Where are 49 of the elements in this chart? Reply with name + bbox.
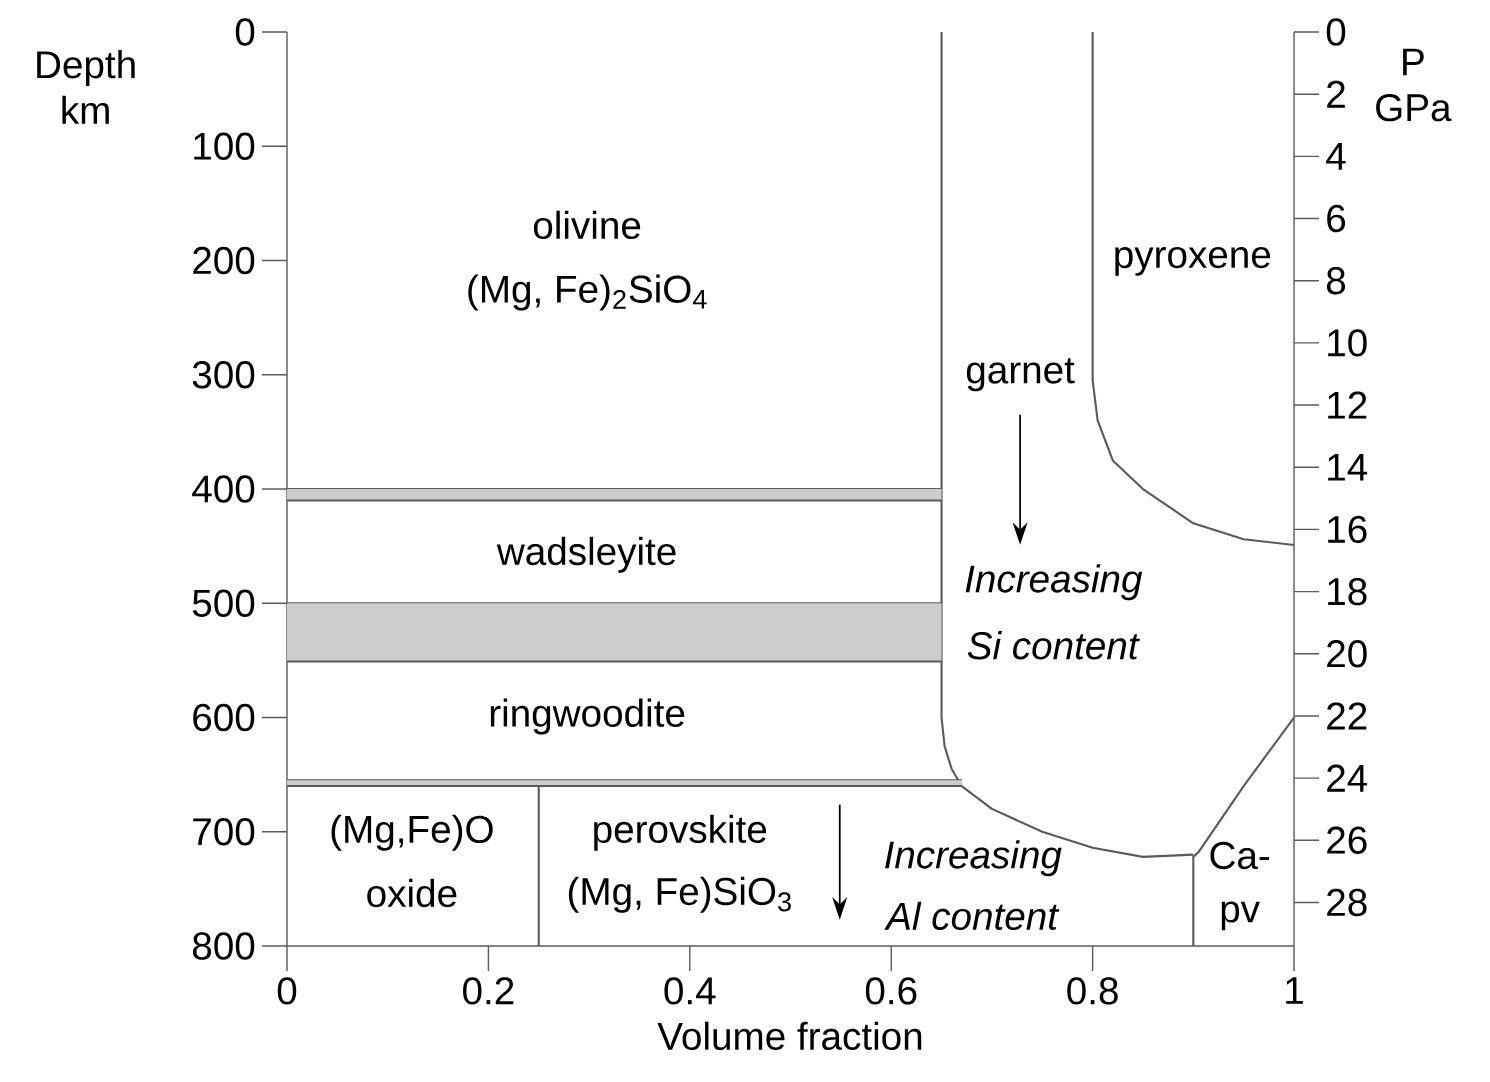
y2-tick-label: 24	[1327, 764, 1368, 792]
y2-tick-label: 8	[1326, 267, 1346, 295]
annotation: Al content	[884, 901, 1060, 931]
x-tick-label: 0	[277, 977, 297, 1005]
x-tick-label: 1	[1286, 977, 1303, 1004]
annotation: Si content	[967, 631, 1140, 660]
y2-tick-label: 18	[1328, 577, 1367, 606]
annotation: olivine	[533, 210, 641, 240]
y-tick-label: 500	[192, 589, 255, 617]
y-tick-label: 700	[193, 818, 255, 846]
y-axis-title: Depth km	[37, 49, 135, 124]
x-tick-label: 0.6	[865, 977, 917, 1005]
annotation: (Mg, Fe)$_{2}$SiO$_{4}$	[468, 274, 707, 311]
y2-axis-title: P GPa	[1376, 48, 1452, 122]
y2-tick-label: 10	[1328, 329, 1367, 357]
y-tick-label: 200	[193, 246, 255, 275]
y2-tick-label: 22	[1327, 702, 1367, 730]
y2-tick-label: 4	[1326, 143, 1346, 170]
y-tick-label: 800	[192, 932, 255, 960]
y-tick-label: 400	[192, 475, 255, 503]
y2-tick-label: 20	[1327, 640, 1367, 668]
y2-tick-label: 28	[1327, 888, 1367, 917]
y-tick-label: 0	[235, 18, 255, 46]
annotation: oxide	[367, 878, 457, 908]
x-tick-label: 0.2	[463, 977, 514, 1005]
y2-tick-label: 16	[1328, 515, 1367, 544]
y-tick-label: 300	[192, 361, 255, 389]
annotation: ringwoodite	[490, 698, 685, 735]
annotation: (Mg, Fe)SiO$_{3}$	[568, 876, 791, 913]
annotation: Increasing	[885, 840, 1062, 877]
annotation: (Mg,Fe)O	[331, 814, 493, 851]
x-tick-label: 0.8	[1067, 977, 1118, 1005]
annotation: wadsleyite	[496, 536, 676, 573]
annotation: pv	[1221, 901, 1260, 931]
y-tick-label: 600	[193, 703, 255, 732]
y2-tick-label: 12	[1328, 391, 1367, 419]
y2-tick-label: 0	[1326, 18, 1346, 46]
y2-tick-label: 6	[1327, 204, 1346, 233]
y2-tick-label: 26	[1327, 826, 1367, 854]
y2-tick-label: 2	[1327, 80, 1345, 108]
annotation: Ca-	[1210, 841, 1270, 870]
x-axis-title: Volume fraction	[657, 1021, 922, 1051]
x-tick-label: 0.4	[664, 977, 716, 1005]
y2-tick-label: 14	[1328, 453, 1368, 481]
annotation: pyroxene	[1115, 247, 1271, 276]
y-tick-label: 100	[194, 132, 255, 160]
annotation: garnet	[966, 358, 1075, 392]
annotation: Increasing	[965, 564, 1143, 601]
annotation: perovskite	[594, 814, 767, 851]
